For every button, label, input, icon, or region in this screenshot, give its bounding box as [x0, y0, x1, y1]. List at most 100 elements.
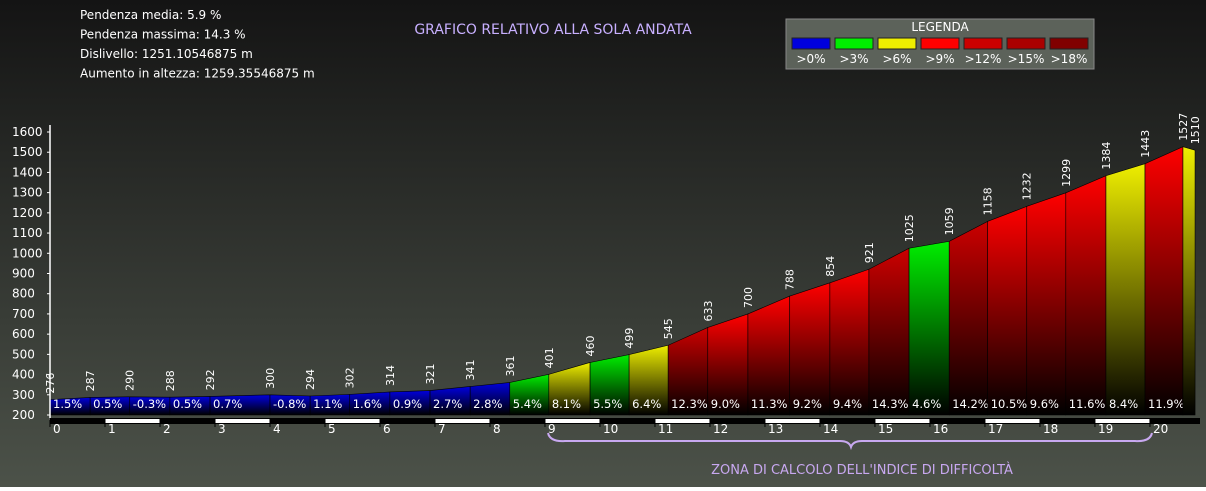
grade-label: 1.6%: [353, 397, 382, 411]
elevation-label: 633: [702, 300, 715, 321]
x-ruler: [50, 418, 1200, 424]
elevation-label: 1232: [1021, 172, 1034, 200]
elevation-label: 1443: [1139, 130, 1152, 158]
info-line: Aumento in altezza: 1259.35546875 m: [80, 67, 315, 81]
x-tick-label: 10: [603, 422, 618, 436]
x-ruler-stripe: [214, 419, 270, 423]
legend-swatch: [1049, 37, 1089, 50]
y-tick-label: 900: [12, 267, 35, 281]
legend-label: >12%: [965, 52, 1002, 66]
profile-segment: [1065, 175, 1107, 416]
grade-label: 9.4%: [833, 397, 862, 411]
profile-segment: [987, 205, 1028, 416]
elevation-label: 321: [424, 364, 437, 385]
x-ruler-stripe: [1094, 419, 1150, 423]
profile-segment: [1144, 146, 1184, 416]
elevation-label: 290: [124, 370, 137, 391]
grade-label: 8.4%: [1109, 397, 1138, 411]
profile-segment: [789, 282, 831, 416]
legend-swatch: [791, 37, 831, 50]
elevation-label: 302: [344, 367, 357, 388]
info-line: Pendenza media: 5.9 %: [80, 8, 221, 22]
x-tick-label: 13: [768, 422, 783, 436]
elevation-label: 1527: [1177, 113, 1190, 141]
grade-label: 11.3%: [751, 397, 788, 411]
elevation-label: 460: [584, 335, 597, 356]
x-tick-label: 14: [823, 422, 838, 436]
elevation-label: 288: [164, 370, 177, 391]
grade-label: -0.3%: [133, 397, 166, 411]
grade-label: 1.1%: [313, 397, 342, 411]
x-tick-label: 17: [988, 422, 1003, 436]
grade-label: 0.5%: [93, 397, 122, 411]
legend-title: LEGENDA: [911, 20, 969, 34]
y-tick-label: 700: [12, 307, 35, 321]
legend-label: >9%: [925, 52, 954, 66]
elevation-label: 361: [504, 355, 517, 376]
elevation-label: 1059: [943, 207, 956, 235]
x-tick-label: 3: [218, 422, 226, 436]
legend-label: >6%: [882, 52, 911, 66]
x-tick-label: 7: [438, 422, 446, 436]
x-ruler-stripe: [104, 419, 160, 423]
grade-label: 4.6%: [912, 397, 941, 411]
grade-label: -0.8%: [273, 397, 306, 411]
elevation-label: 401: [543, 347, 556, 368]
elevation-label: 1025: [903, 214, 916, 242]
zone-annotation: ZONA DI CALCOLO DELL'INDICE DI DIFFICOLT…: [711, 462, 1013, 478]
elevation-label: 294: [304, 369, 317, 390]
chart-title: GRAFICO RELATIVO ALLA SOLA ANDATA: [414, 22, 692, 38]
grade-label: 9.0%: [711, 397, 740, 411]
x-tick-label: 4: [273, 422, 281, 436]
grade-label: 9.2%: [793, 397, 822, 411]
elevation-label: 1384: [1100, 142, 1113, 170]
y-tick-label: 1100: [12, 226, 43, 240]
legend-label: >18%: [1051, 52, 1088, 66]
y-tick-label: 500: [12, 347, 35, 361]
x-tick-label: 6: [383, 422, 391, 436]
x-ruler-stripe: [984, 419, 1040, 423]
y-tick-label: 400: [12, 368, 35, 382]
x-tick-label: 20: [1153, 422, 1168, 436]
elevation-label: 300: [264, 368, 277, 389]
legend-label: >0%: [796, 52, 825, 66]
y-tick-label: 300: [12, 388, 35, 402]
profile-segment: [868, 247, 910, 416]
zone-brace: [547, 432, 1153, 451]
info-line: Pendenza massima: 14.3 %: [80, 28, 246, 42]
elevation-label: 1158: [982, 187, 995, 215]
y-tick-label: 600: [12, 327, 35, 341]
y-tick-label: 1400: [12, 165, 43, 179]
grade-label: 5.5%: [593, 397, 622, 411]
legend-swatch: [834, 37, 874, 50]
grade-label: 2.7%: [433, 397, 462, 411]
grade-label: 10.5%: [991, 397, 1028, 411]
elevation-label: 287: [84, 370, 97, 391]
info-line: Dislivello: 1251.10546875 m: [80, 47, 253, 61]
x-tick-label: 12: [713, 422, 728, 436]
profile-segment: [948, 220, 989, 416]
y-tick-label: 1500: [12, 145, 43, 159]
elevation-label: 788: [784, 269, 797, 290]
y-tick-label: 800: [12, 287, 35, 301]
x-tick-label: 5: [328, 422, 336, 436]
elevation-label: 499: [623, 328, 636, 349]
grade-label: 14.2%: [952, 397, 989, 411]
grade-label: 9.6%: [1030, 397, 1059, 411]
elevation-label: 1510: [1189, 116, 1202, 144]
x-tick-label: 19: [1098, 422, 1113, 436]
profile-segment: [1105, 163, 1146, 416]
elevation-label: 292: [204, 369, 217, 390]
grade-label: 0.9%: [393, 397, 422, 411]
y-tick-label: 1000: [12, 246, 43, 260]
elevation-label: 341: [464, 359, 477, 380]
x-tick-label: 1: [108, 422, 116, 436]
x-ruler-stripe: [544, 419, 600, 423]
elevation-label: 1299: [1060, 159, 1073, 187]
grade-label: 0.5%: [173, 397, 202, 411]
grade-label: 14.3%: [872, 397, 909, 411]
grade-label: 2.8%: [473, 397, 502, 411]
grade-label: 11.9%: [1148, 397, 1185, 411]
grade-label: 6.4%: [632, 397, 661, 411]
y-tick-label: 200: [12, 408, 35, 422]
